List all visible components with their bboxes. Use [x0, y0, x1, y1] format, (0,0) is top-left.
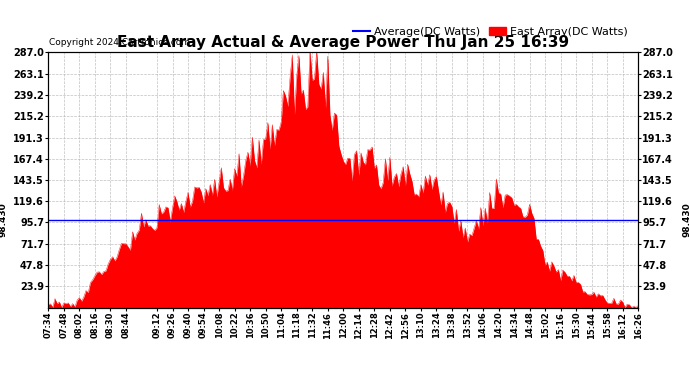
Text: 98.430: 98.430: [682, 202, 690, 237]
Text: 98.430: 98.430: [0, 202, 8, 237]
Title: East Array Actual & Average Power Thu Jan 25 16:39: East Array Actual & Average Power Thu Ja…: [117, 35, 569, 50]
Text: Copyright 2024 Cartronics.com: Copyright 2024 Cartronics.com: [49, 38, 190, 47]
Legend: Average(DC Watts), East Array(DC Watts): Average(DC Watts), East Array(DC Watts): [349, 22, 633, 41]
